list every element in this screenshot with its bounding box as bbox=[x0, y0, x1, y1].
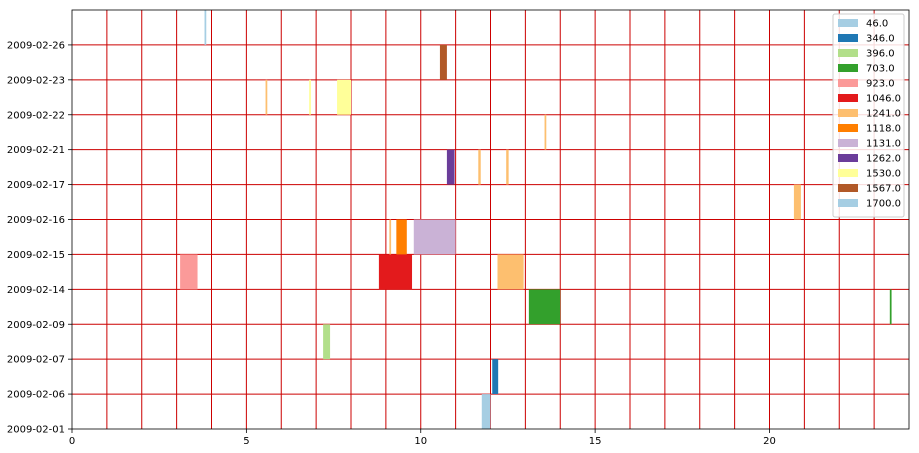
legend-label: 1241.0 bbox=[866, 109, 901, 120]
bar-1241.0 bbox=[265, 79, 268, 115]
bar-1262.0 bbox=[446, 149, 455, 185]
x-tick-label: 5 bbox=[243, 436, 249, 447]
bars bbox=[180, 10, 892, 429]
bar-1530.0 bbox=[309, 79, 311, 115]
x-tick-label: 20 bbox=[763, 436, 776, 447]
legend-swatch bbox=[838, 19, 858, 27]
y-axis-ticks: 2009-02-01 2009-02-06 2009-02-07 2009-02-09… bbox=[7, 40, 72, 436]
bar-1241.0 bbox=[497, 254, 524, 290]
legend-swatch bbox=[838, 79, 858, 87]
legend-label: 923.0 bbox=[866, 79, 895, 90]
y-tick-label: 2009-02-14 bbox=[7, 285, 65, 296]
legend-swatch bbox=[838, 34, 858, 42]
legend-label: 1131.0 bbox=[866, 139, 901, 150]
legend-swatch bbox=[838, 94, 858, 102]
y-tick-label: 2009-02-06 bbox=[7, 390, 65, 401]
x-tick-label: 10 bbox=[414, 436, 427, 447]
bar-1241.0 bbox=[544, 114, 547, 150]
bar-1131.0 bbox=[413, 219, 456, 255]
bar-46.0 bbox=[481, 394, 491, 429]
bar-1241.0 bbox=[793, 184, 801, 220]
bar-1241.0 bbox=[478, 149, 481, 185]
legend-label: 1530.0 bbox=[866, 169, 901, 180]
y-tick-label: 2009-02-22 bbox=[7, 110, 65, 121]
legend: 46.0 346.0 396.0 703.0 923.0 1046.0 1241.0 1118… bbox=[832, 13, 905, 218]
bar-1046.0 bbox=[378, 254, 413, 290]
legend-label: 1046.0 bbox=[866, 94, 901, 105]
y-tick-label: 2009-02-23 bbox=[7, 75, 65, 86]
y-tick-label: 2009-02-21 bbox=[7, 145, 65, 156]
x-axis-ticks: 0 5 10 15 20 bbox=[69, 429, 776, 447]
legend-label: 703.0 bbox=[866, 64, 895, 75]
legend-swatch bbox=[838, 124, 858, 132]
bar-1700.0 bbox=[204, 10, 207, 45]
y-tick-label: 2009-02-01 bbox=[7, 425, 65, 436]
y-tick-label: 2009-02-26 bbox=[7, 40, 65, 51]
legend-swatch bbox=[838, 184, 858, 192]
bar-703.0 bbox=[528, 289, 561, 325]
legend-label: 1118.0 bbox=[866, 124, 901, 135]
bar-396.0 bbox=[323, 324, 331, 360]
y-tick-label: 2009-02-09 bbox=[7, 320, 65, 331]
bar-703.0 bbox=[889, 289, 892, 325]
bar-923.0 bbox=[180, 254, 198, 290]
legend-label: 346.0 bbox=[866, 34, 895, 45]
bar-346.0 bbox=[492, 359, 499, 395]
legend-label: 1567.0 bbox=[866, 184, 901, 195]
legend-swatch bbox=[838, 199, 858, 207]
bar-1118.0 bbox=[396, 219, 407, 255]
legend-label: 396.0 bbox=[866, 49, 895, 60]
y-tick-label: 2009-02-15 bbox=[7, 250, 65, 261]
legend-label: 1262.0 bbox=[866, 154, 901, 165]
legend-label: 46.0 bbox=[866, 19, 888, 30]
bar-1241.0 bbox=[506, 149, 509, 185]
y-tick-label: 2009-02-16 bbox=[7, 215, 65, 226]
bar-1567.0 bbox=[439, 44, 447, 80]
legend-label: 1700.0 bbox=[866, 199, 901, 210]
bar-1241.0 bbox=[389, 219, 392, 255]
legend-swatch bbox=[838, 49, 858, 57]
x-tick-label: 0 bbox=[69, 436, 75, 447]
y-tick-label: 2009-02-07 bbox=[7, 355, 65, 366]
legend-swatch bbox=[838, 109, 858, 117]
x-tick-label: 15 bbox=[589, 436, 602, 447]
legend-swatch bbox=[838, 169, 858, 177]
bar-1530.0 bbox=[337, 79, 351, 115]
y-tick-label: 2009-02-17 bbox=[7, 180, 65, 191]
legend-swatch bbox=[838, 64, 858, 72]
legend-swatch bbox=[838, 154, 858, 162]
legend-swatch bbox=[838, 139, 858, 147]
grid-lines bbox=[72, 10, 909, 429]
